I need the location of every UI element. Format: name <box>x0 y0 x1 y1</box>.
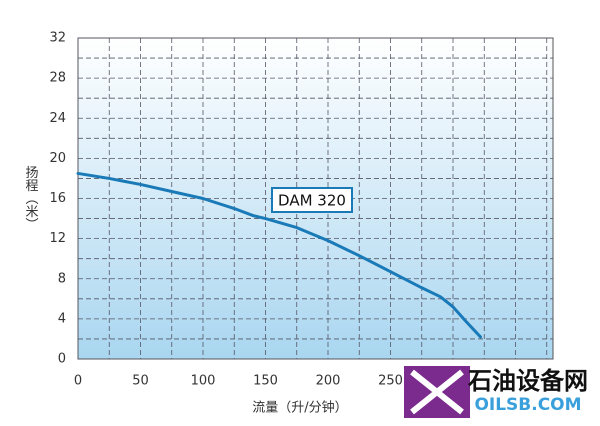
y-tick-label: 20 <box>49 151 66 166</box>
watermark-logo-mark <box>410 369 464 415</box>
y-tick-label: 24 <box>49 111 66 126</box>
x-tick-label: 0 <box>74 374 82 389</box>
annotation-box <box>271 187 353 213</box>
y-tick-label: 12 <box>49 231 66 246</box>
y-tick-label: 0 <box>58 352 66 367</box>
watermark-url: OILSB.COM <box>474 395 581 415</box>
x-tick-label: 250 <box>378 374 403 389</box>
line <box>76 171 482 339</box>
x-axis-label: 流量（升/分钟） <box>252 400 347 416</box>
x-tick-label: 100 <box>191 374 216 389</box>
y-tick-label: 16 <box>49 191 66 206</box>
watermark: 石油设备网 OILSB.COM <box>404 366 588 418</box>
x-tick-label: 50 <box>132 374 149 389</box>
x-tick-label: 200 <box>316 374 341 389</box>
y-tick-label: 28 <box>49 71 66 86</box>
y-tick-label: 8 <box>58 271 66 286</box>
y-axis-label: 扬程（米） <box>23 166 39 231</box>
y-tick-label: 32 <box>49 31 66 46</box>
watermark-text: 石油设备网 <box>467 367 588 395</box>
x-tick-label: 150 <box>253 374 278 389</box>
annotation: DAM 320 <box>278 192 346 210</box>
y-tick-label: 4 <box>58 311 66 326</box>
